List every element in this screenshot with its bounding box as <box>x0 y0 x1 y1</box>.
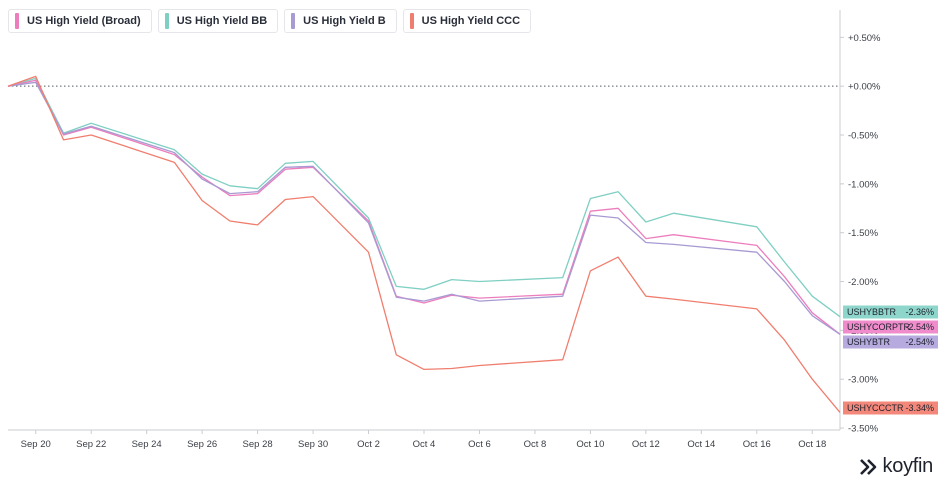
legend-swatch-ccc <box>409 13 414 29</box>
x-tick-label: Oct 12 <box>632 439 660 450</box>
series-lines <box>7 75 841 413</box>
y-tick-label: +0.50% <box>848 33 881 44</box>
series-line-bb <box>7 77 841 318</box>
value-tags: USHYBBTR -2.36%USHYCORPTR-2.54%USHYBTR -2.… <box>843 305 938 415</box>
y-tick-label: -2.00% <box>848 277 879 288</box>
value-tag-box <box>843 320 938 334</box>
x-tick-label: Oct 2 <box>357 439 380 450</box>
legend-item-ccc[interactable]: US High Yield CCC <box>402 9 532 33</box>
y-tick-label: -1.50% <box>848 228 879 239</box>
value-tag-ushybtr: USHYBTR -2.54% <box>843 335 938 349</box>
legend-item-b[interactable]: US High Yield B <box>284 9 397 33</box>
x-tick-label: Sep 26 <box>187 439 217 450</box>
legend-label-bb: US High Yield BB <box>176 15 268 27</box>
y-tick-label: -3.00% <box>848 375 879 386</box>
value-tag-ushyccctr: USHYCCCTR -3.34% <box>843 401 938 415</box>
legend-swatch-broad <box>15 13 19 29</box>
legend-label-ccc: US High Yield CCC <box>421 15 521 27</box>
value-tag-value: -3.34% <box>905 403 934 413</box>
x-tick-label: Oct 14 <box>687 439 715 450</box>
x-tick-label: Oct 4 <box>413 439 436 450</box>
x-tick-label: Oct 18 <box>798 439 826 450</box>
value-tag-box <box>843 335 938 349</box>
legend-item-broad[interactable]: US High Yield (Broad) <box>8 9 152 33</box>
x-tick-label: Sep 28 <box>243 439 273 450</box>
value-tag-box <box>843 401 938 415</box>
y-tick-label: -1.00% <box>848 179 879 190</box>
x-tick-label: Sep 20 <box>21 439 51 450</box>
x-tick-label: Oct 8 <box>524 439 547 450</box>
value-tag-ushycorptr: USHYCORPTR-2.54% <box>843 320 938 334</box>
value-tag-ticker: USHYCCCTR <box>847 403 904 413</box>
value-tag-value: -2.54% <box>905 337 934 347</box>
series-line-b <box>7 81 841 335</box>
x-tick-label: Oct 16 <box>743 439 771 450</box>
series-line-ccc <box>7 75 841 413</box>
legend-swatch-bb <box>164 13 169 29</box>
x-tick-label: Sep 22 <box>76 439 106 450</box>
x-tick-label: Sep 30 <box>298 439 328 450</box>
value-tag-value: -2.36% <box>905 307 934 317</box>
value-tag-ticker: USHYCORPTR <box>847 322 911 332</box>
x-tick-label: Sep 24 <box>132 439 162 450</box>
y-tick-label: -3.50% <box>848 424 879 435</box>
y-tick-label: -0.50% <box>848 131 879 142</box>
legend-label-broad: US High Yield (Broad) <box>27 15 141 27</box>
legend-swatch-b <box>291 13 296 29</box>
logo-text: koyfin <box>882 455 934 477</box>
koyfin-logo: koyfin <box>859 455 933 478</box>
value-tag-ushybbtr: USHYBBTR -2.36% <box>843 305 938 319</box>
legend: US High Yield (Broad) US High Yield BB U… <box>8 9 532 33</box>
y-axis: +0.50%+0.00%-0.50%-1.00%-1.50%-2.00%-2.5… <box>840 33 881 435</box>
value-tag-value: -2.54% <box>905 322 934 332</box>
koyfin-logo-icon <box>859 458 876 475</box>
x-axis: Sep 20 Sep 22 Sep 24 Sep 26 Sep 28 Sep 30 Oct … <box>21 430 826 450</box>
legend-label-b: US High Yield B <box>303 15 386 27</box>
series-line-broad <box>7 79 841 335</box>
x-tick-label: Oct 6 <box>468 439 491 450</box>
value-tag-ticker: USHYBBTR <box>847 307 897 317</box>
value-tag-ticker: USHYBTR <box>847 337 891 347</box>
y-tick-label: +0.00% <box>848 82 881 93</box>
legend-item-bb[interactable]: US High Yield BB <box>157 9 279 33</box>
value-tag-box <box>843 305 938 319</box>
x-tick-label: Oct 10 <box>576 439 604 450</box>
